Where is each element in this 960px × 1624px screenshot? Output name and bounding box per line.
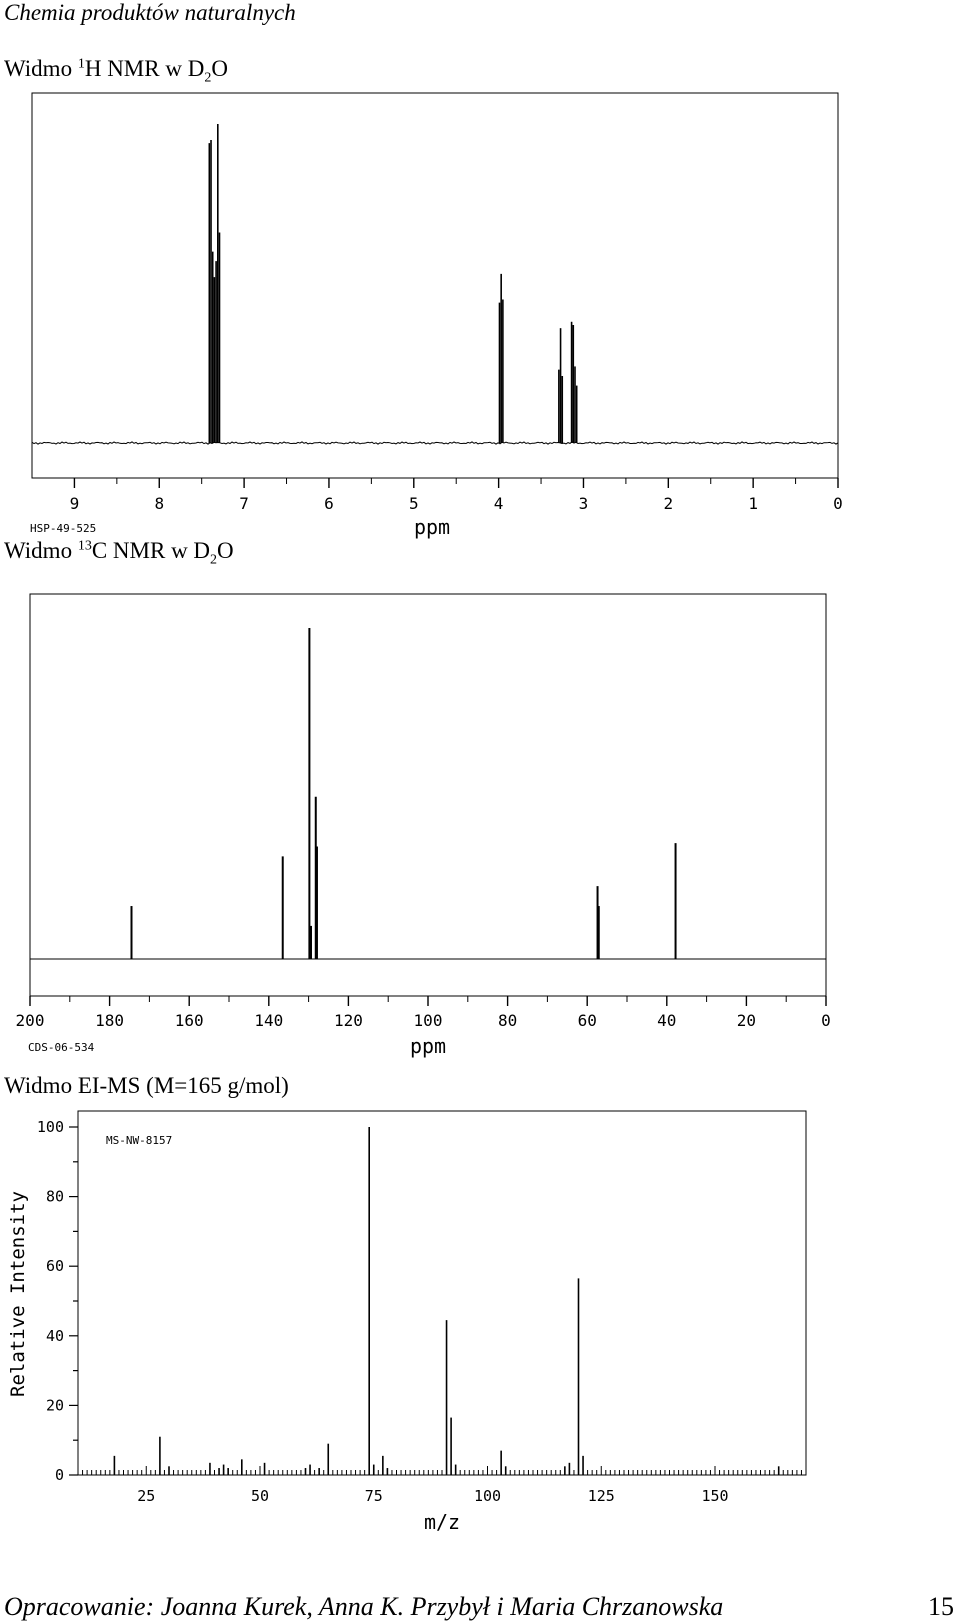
heading-ei-ms: Widmo EI-MS (M=165 g/mol): [4, 1073, 289, 1098]
x-tick-label: 0: [821, 1011, 831, 1030]
x-tick-label: 2: [663, 494, 673, 513]
page-header: Chemia produktów naturalnych: [4, 0, 296, 25]
x-axis-label: ppm: [414, 515, 450, 539]
y-tick-label: 100: [37, 1118, 64, 1136]
spectrum-code: HSP-49-525: [30, 522, 96, 535]
x-tick-label: 8: [154, 494, 164, 513]
x-tick-label: 120: [334, 1011, 363, 1030]
plot-frame: [29, 593, 827, 997]
x-tick-label: 180: [95, 1011, 124, 1030]
x-tick-label: 140: [254, 1011, 283, 1030]
heading-13c-nmr: Widmo 13C NMR w D2O: [4, 538, 234, 569]
x-tick-label: 75: [365, 1487, 383, 1505]
x-tick-label: 125: [588, 1487, 615, 1505]
x-axis-label: m/z: [424, 1510, 460, 1534]
spectrum-code: MS-NW-8157: [106, 1134, 172, 1147]
x-tick-label: 100: [414, 1011, 443, 1030]
heading-1h-post: O: [211, 56, 228, 81]
y-tick-label: 40: [46, 1327, 64, 1345]
x-tick-label: 200: [16, 1011, 45, 1030]
x-tick-label: 3: [579, 494, 589, 513]
heading-13c-sup: 13: [77, 538, 92, 554]
heading-13c-mid: C NMR w D: [91, 538, 211, 563]
x-tick-label: 80: [498, 1011, 517, 1030]
x-axis-label: ppm: [410, 1034, 446, 1058]
x-tick-label: 20: [737, 1011, 756, 1030]
x-tick-label: 40: [657, 1011, 676, 1030]
y-tick-label: 0: [55, 1466, 64, 1484]
x-tick-label: 4: [494, 494, 504, 513]
heading-1h-mid: H NMR w D: [84, 56, 205, 81]
x-tick-label: 160: [175, 1011, 204, 1030]
x-tick-label: 150: [701, 1487, 728, 1505]
heading-1h-pre: Widmo: [4, 56, 78, 81]
heading-1h-sub: 2: [204, 70, 212, 86]
x-tick-label: 5: [409, 494, 419, 513]
spectrum-code: CDS-06-534: [28, 1041, 95, 1054]
x-tick-label: 1: [748, 494, 758, 513]
y-tick-label: 80: [46, 1188, 64, 1206]
x-tick-label: 7: [239, 494, 249, 513]
x-tick-label: 100: [474, 1487, 501, 1505]
y-tick-label: 20: [46, 1396, 64, 1414]
baseline: [31, 441, 839, 445]
heading-13c-sub: 2: [210, 552, 218, 568]
x-tick-label: 6: [324, 494, 334, 513]
footer-authors: Opracowanie: Joanna Kurek, Anna K. Przyb…: [4, 1592, 724, 1621]
y-tick-label: 60: [46, 1257, 64, 1275]
x-tick-label: 60: [578, 1011, 597, 1030]
page-number: 15: [928, 1592, 954, 1621]
x-tick-label: 9: [70, 494, 80, 513]
y-axis-label: Relative Intensity: [7, 1191, 29, 1397]
heading-13c-post: O: [217, 538, 234, 563]
heading-1h-nmr: Widmo 1H NMR w D2O: [4, 56, 228, 87]
heading-13c-pre: Widmo: [4, 538, 78, 563]
x-tick-label: 0: [833, 494, 843, 513]
x-tick-label: 50: [251, 1487, 269, 1505]
plot-frame: [77, 1110, 807, 1476]
plot-frame: [31, 92, 839, 479]
chart-1h-nmr: 9 8 7 6 5 4 3 2 1 0 ppm HSP-49-525: [30, 92, 843, 539]
heading-1h-sup: 1: [77, 56, 85, 72]
chart-ei-ms: 25 50 75 100 125 150 0 20 40 60 80 100 m/z Relative I…: [7, 1110, 807, 1534]
x-tick-label: 25: [137, 1487, 155, 1505]
